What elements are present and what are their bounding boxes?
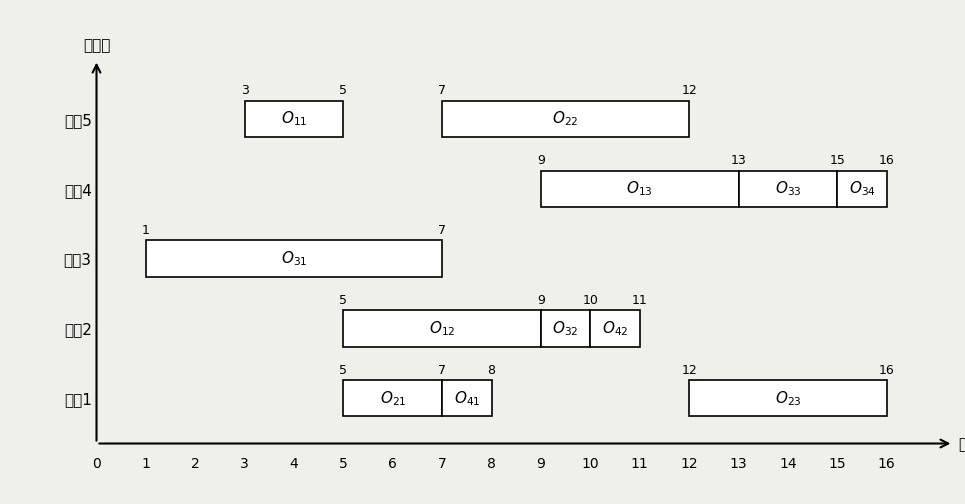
Bar <box>689 380 887 416</box>
Text: 7: 7 <box>438 84 446 97</box>
Text: 12: 12 <box>681 84 697 97</box>
Text: $\mathit{O}_{33}$: $\mathit{O}_{33}$ <box>775 179 801 198</box>
Bar <box>344 310 541 347</box>
Text: 16: 16 <box>879 363 895 376</box>
Text: $\mathit{O}_{23}$: $\mathit{O}_{23}$ <box>775 389 801 408</box>
Text: $\mathit{O}_{21}$: $\mathit{O}_{21}$ <box>379 389 406 408</box>
Text: $\mathit{O}_{42}$: $\mathit{O}_{42}$ <box>602 319 628 338</box>
Text: 时间(s): 时间(s) <box>958 436 965 451</box>
Text: $\mathit{O}_{34}$: $\mathit{O}_{34}$ <box>848 179 875 198</box>
Text: 机器号: 机器号 <box>83 38 110 53</box>
Text: 1: 1 <box>142 224 150 237</box>
Text: 7: 7 <box>438 224 446 237</box>
Text: $\mathit{O}_{12}$: $\mathit{O}_{12}$ <box>429 319 455 338</box>
Text: 7: 7 <box>438 363 446 376</box>
Text: 5: 5 <box>340 84 347 97</box>
Text: 16: 16 <box>879 154 895 167</box>
Bar <box>442 101 689 137</box>
Bar <box>442 380 491 416</box>
Bar <box>738 171 838 207</box>
Bar <box>344 380 442 416</box>
Text: 5: 5 <box>340 294 347 307</box>
Text: $\mathit{O}_{11}$: $\mathit{O}_{11}$ <box>281 110 307 129</box>
Text: $\mathit{O}_{22}$: $\mathit{O}_{22}$ <box>552 110 579 129</box>
Text: $\mathit{O}_{31}$: $\mathit{O}_{31}$ <box>281 249 307 268</box>
Text: $\mathit{O}_{41}$: $\mathit{O}_{41}$ <box>454 389 481 408</box>
Text: 5: 5 <box>340 363 347 376</box>
Text: 11: 11 <box>632 294 648 307</box>
Text: 15: 15 <box>829 154 845 167</box>
Bar <box>245 101 344 137</box>
Text: $\mathit{O}_{13}$: $\mathit{O}_{13}$ <box>626 179 653 198</box>
Text: 13: 13 <box>731 154 746 167</box>
Text: $\mathit{O}_{32}$: $\mathit{O}_{32}$ <box>552 319 579 338</box>
Text: 10: 10 <box>583 294 598 307</box>
Bar <box>541 171 738 207</box>
Text: 12: 12 <box>681 363 697 376</box>
Text: 3: 3 <box>240 84 249 97</box>
Text: 8: 8 <box>487 363 496 376</box>
Bar <box>146 240 442 277</box>
Bar <box>541 310 591 347</box>
Text: 9: 9 <box>538 294 545 307</box>
Bar <box>591 310 640 347</box>
Text: 9: 9 <box>538 154 545 167</box>
Bar <box>838 171 887 207</box>
